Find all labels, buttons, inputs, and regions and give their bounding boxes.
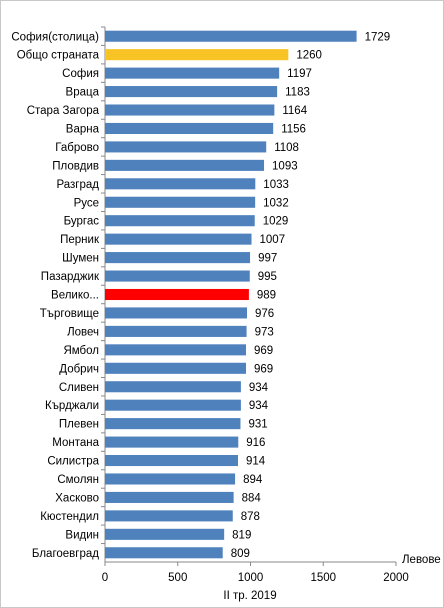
- y-tick-label: Бургас: [64, 216, 100, 228]
- bar: [105, 436, 239, 448]
- bar: [105, 547, 223, 559]
- y-tick-label: Пазарджик: [41, 271, 100, 283]
- y-tick-label: Кюстендил: [40, 511, 99, 523]
- value-label: 1029: [263, 216, 289, 228]
- y-tick-label: Благоевград: [32, 548, 99, 560]
- value-label: 894: [243, 474, 263, 486]
- bar: [105, 122, 274, 134]
- y-tick-label: Русе: [74, 197, 99, 209]
- value-label: 1183: [285, 87, 310, 99]
- y-tick-label: Общо страната: [17, 50, 100, 62]
- bar: [105, 528, 225, 540]
- bar: [105, 215, 255, 227]
- bar: [105, 86, 278, 98]
- bar: [105, 399, 241, 411]
- bar: [105, 510, 233, 522]
- y-tick-label: Монтана: [52, 437, 99, 449]
- x-axis-title: II тр. 2019: [223, 590, 276, 602]
- value-label: 1093: [272, 160, 298, 172]
- value-label: 1007: [260, 234, 286, 246]
- bar: [105, 30, 357, 42]
- value-label: 1729: [365, 31, 391, 43]
- value-label: 1260: [296, 50, 322, 62]
- x-tick-label: 2000: [383, 572, 409, 584]
- bar: [105, 104, 275, 116]
- y-tick-label: Плевен: [59, 419, 99, 431]
- bar: [105, 455, 238, 467]
- bar: [105, 491, 234, 503]
- y-tick-label: София: [62, 68, 99, 80]
- value-label: 934: [249, 400, 269, 412]
- value-label: 931: [248, 419, 267, 431]
- y-tick-label: Добрич: [59, 363, 99, 375]
- value-label: 1197: [287, 68, 312, 80]
- value-label: 1033: [263, 179, 289, 191]
- value-label: 1032: [263, 197, 289, 209]
- y-tick-label: Кърджали: [45, 400, 99, 412]
- y-tick-label: Разград: [56, 179, 99, 191]
- bar: [105, 178, 256, 190]
- x-tick-label: 1000: [238, 572, 264, 584]
- y-tick-label: Шумен: [62, 253, 99, 265]
- value-label: 1164: [282, 105, 307, 117]
- value-label: 969: [254, 363, 273, 375]
- y-tick-label: Варна: [66, 123, 100, 135]
- x-tick-label: 1500: [310, 572, 336, 584]
- value-label: 976: [255, 308, 274, 320]
- bar: [105, 362, 246, 374]
- value-label: 997: [258, 253, 277, 265]
- bar: [105, 307, 248, 319]
- bar: [105, 325, 247, 337]
- bar: [105, 67, 280, 79]
- y-tick-label: София(столица): [11, 31, 99, 43]
- value-label: 878: [241, 511, 260, 523]
- value-label: 819: [232, 529, 251, 541]
- bar: [105, 418, 241, 430]
- bar: [105, 473, 236, 485]
- y-tick-label: Перник: [60, 234, 100, 246]
- value-label: 995: [258, 271, 277, 283]
- bar: [105, 49, 289, 61]
- y-tick-label: Силистра: [47, 456, 99, 468]
- y-tick-label: Пловдив: [52, 160, 99, 172]
- y-tick-label: Сливен: [59, 382, 99, 394]
- value-label: 809: [231, 548, 250, 560]
- value-label: 973: [255, 326, 274, 338]
- value-label: 969: [254, 345, 273, 357]
- y-tick-label: Търговище: [40, 308, 99, 320]
- bar: [105, 159, 265, 171]
- y-tick-label: Ямбол: [63, 345, 99, 357]
- y-tick-label: Габрово: [55, 142, 99, 154]
- x-tick-label: 0: [102, 572, 108, 584]
- bar: [105, 196, 256, 208]
- bar: [105, 270, 250, 282]
- bar: [105, 288, 249, 301]
- value-label: 989: [257, 290, 276, 302]
- value-label: 916: [246, 437, 265, 449]
- bar: [105, 252, 251, 264]
- value-label: 934: [249, 382, 269, 394]
- value-label: 1108: [274, 142, 299, 154]
- value-label: 1156: [281, 123, 306, 135]
- y-tick-label: Стара Загора: [27, 105, 100, 117]
- y-tick-label: Велико...: [51, 290, 99, 302]
- y-tick-label: Хасково: [55, 492, 99, 504]
- y-tick-label: Враца: [66, 87, 100, 99]
- bar: [105, 233, 252, 245]
- bar: [105, 141, 267, 153]
- y-tick-label: Смолян: [57, 474, 99, 486]
- unit-label: Левове: [402, 554, 441, 566]
- bar: [105, 344, 246, 356]
- y-tick-label: Ловеч: [67, 326, 99, 338]
- value-label: 884: [242, 492, 262, 504]
- x-tick-label: 500: [168, 572, 187, 584]
- y-tick-label: Видин: [65, 529, 99, 541]
- bar: [105, 381, 241, 393]
- value-label: 914: [246, 456, 266, 468]
